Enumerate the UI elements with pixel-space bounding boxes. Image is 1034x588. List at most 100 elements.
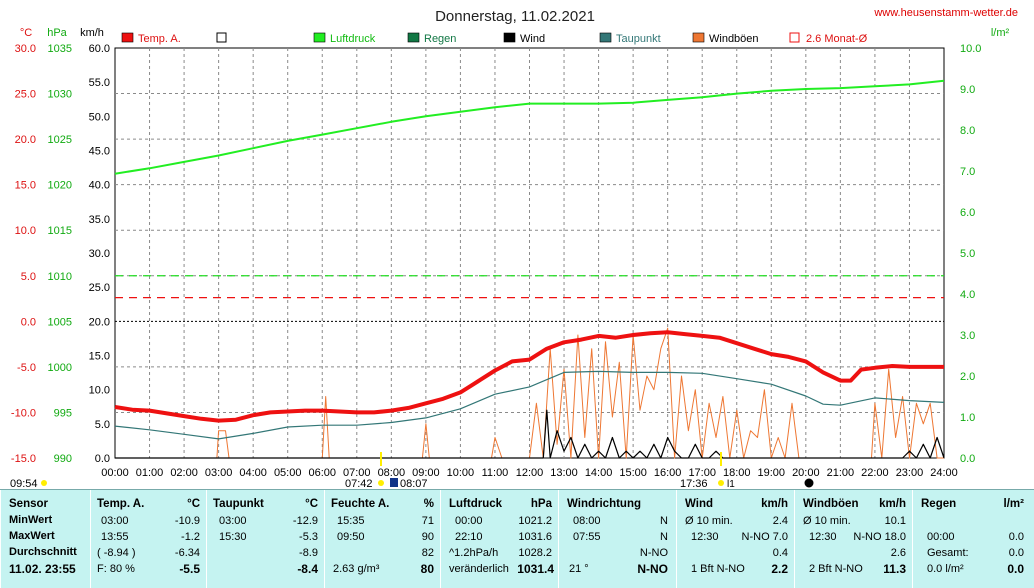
dir-avg-value: N-NO bbox=[639, 547, 668, 559]
min-row-label: MinWert bbox=[9, 514, 53, 526]
speed-tick-label: 45.0 bbox=[89, 146, 110, 158]
axes: 00:00 01:00 02:00 03:00 04:00 05:00 06:00 07:00… bbox=[11, 43, 982, 479]
x-tick-label: 22:00 bbox=[861, 467, 889, 479]
sensor-header: Sensor bbox=[9, 498, 48, 510]
legend-swatch bbox=[407, 32, 420, 43]
left-time-label: 09:54 bbox=[10, 478, 38, 489]
wind-header: Wind bbox=[685, 498, 713, 510]
site-link[interactable]: www.heusenstamm-wetter.de bbox=[873, 7, 1018, 19]
x-tick-label: 06:00 bbox=[308, 467, 336, 479]
temp-tick-label: -5.0 bbox=[17, 362, 36, 374]
speed-tick-label: 10.0 bbox=[89, 385, 110, 397]
speed-tick-label: 55.0 bbox=[89, 77, 110, 89]
rain-tick-label: 9.0 bbox=[960, 84, 975, 96]
stats-rain: Regen l/m² 00:00 0.0 Gesamt: 0.0 0.0 l/m… bbox=[912, 490, 1034, 588]
hum-max-value: 90 bbox=[421, 531, 434, 543]
current-date: 11.02. 23:55 bbox=[9, 562, 76, 576]
x-tick-label: 13:00 bbox=[550, 467, 578, 479]
wind-avg10-value: 2.4 bbox=[772, 515, 788, 527]
wind-avg10-label: Ø 10 min. bbox=[685, 515, 733, 527]
pressure-tick-label: 1015 bbox=[48, 225, 72, 237]
dir-max-time: 07:55 bbox=[573, 531, 601, 543]
x-tick-label: 07:00 bbox=[343, 467, 371, 479]
rain-time: 00:00 bbox=[927, 531, 955, 543]
stats-wind-direction: Windrichtung 08:00 N 07:55 N N-NO 21 ° N… bbox=[558, 490, 676, 588]
x-tick-label: 21:00 bbox=[827, 467, 855, 479]
dew-max-value: -5.3 bbox=[299, 531, 318, 543]
temp-tick-label: 15.0 bbox=[15, 180, 36, 192]
gust-unit: km/h bbox=[879, 498, 906, 510]
legend-swatch bbox=[599, 32, 612, 43]
x-tick-label: 00:00 bbox=[101, 467, 129, 479]
dew-cur-value: -8.4 bbox=[297, 562, 318, 576]
event-markers: 09:54 07:42 08:07 17:36 l1 bbox=[10, 452, 814, 489]
x-tick-label: 05:00 bbox=[274, 467, 302, 479]
stats-gust: Windböen km/h Ø 10 min. 10.1 12:30 N-NO … bbox=[794, 490, 912, 588]
speed-tick-label: 30.0 bbox=[89, 248, 110, 260]
stats-sensor: Sensor MinWert MaxWert Durchschnitt 11.0… bbox=[0, 490, 90, 588]
dew-avg-value: -8.9 bbox=[299, 547, 318, 559]
dew-min-value: -12.9 bbox=[292, 515, 318, 527]
series-group bbox=[114, 79, 945, 459]
avg-row-label: Durchschnitt bbox=[9, 546, 77, 558]
wind-cur-value: 2.2 bbox=[771, 562, 788, 576]
gust-cur-value: 11.3 bbox=[883, 562, 906, 576]
speed-tick-label: 5.0 bbox=[95, 419, 110, 431]
temp-tick-label: -15.0 bbox=[11, 453, 36, 465]
gust-max-time: 12:30 bbox=[809, 531, 837, 543]
speed-unit-label: km/h bbox=[80, 27, 104, 39]
pressure-tick-label: 1005 bbox=[48, 316, 72, 328]
speed-tick-label: 15.0 bbox=[89, 351, 110, 363]
press-max-time: 22:10 bbox=[455, 531, 483, 543]
chart-title: Donnerstag, 11.02.2021 bbox=[435, 8, 595, 25]
stats-dew: Taupunkt °C 03:00 -12.9 15:30 -5.3 -8.9 … bbox=[206, 490, 324, 588]
stats-panel: Sensor MinWert MaxWert Durchschnitt 11.0… bbox=[0, 489, 1034, 588]
x-tick-label: 19:00 bbox=[758, 467, 786, 479]
x-tick-label: 04:00 bbox=[239, 467, 267, 479]
pressure-tick-label: 1025 bbox=[48, 134, 72, 146]
sun-icon bbox=[41, 480, 47, 486]
press-cur-value: 1031.4 bbox=[517, 562, 554, 576]
x-tick-label: 23:00 bbox=[896, 467, 924, 479]
max-row-label: MaxWert bbox=[9, 530, 55, 542]
dew-header: Taupunkt bbox=[213, 498, 264, 510]
temp-tick-label: -10.0 bbox=[11, 407, 36, 419]
pressure-tick-label: 995 bbox=[54, 407, 72, 419]
legend-label: Taupunkt bbox=[616, 33, 661, 45]
temp-max-value: -1.2 bbox=[181, 531, 200, 543]
temp-tick-label: 25.0 bbox=[15, 89, 36, 101]
legend-swatch bbox=[313, 32, 326, 43]
stats-wind: Wind km/h Ø 10 min. 2.4 12:30 N-NO 7.0 0… bbox=[676, 490, 794, 588]
x-tick-label: 09:00 bbox=[412, 467, 440, 479]
temp-min-time: 03:00 bbox=[101, 515, 129, 527]
x-tick-label: 17:00 bbox=[688, 467, 716, 479]
hum-max-time: 09:50 bbox=[337, 531, 365, 543]
rain-tick-label: 0.0 bbox=[960, 453, 975, 465]
rain-cur-note: 0.0 l/m² bbox=[927, 563, 964, 575]
x-tick-label: 01:00 bbox=[136, 467, 164, 479]
dew-max-time: 15:30 bbox=[219, 531, 247, 543]
press-unit: hPa bbox=[530, 498, 552, 510]
rain-max-value: 0.0 bbox=[1008, 531, 1024, 543]
pressure-unit-label: hPa bbox=[47, 27, 67, 39]
rain-tick-label: 4.0 bbox=[960, 289, 975, 301]
temp-tick-label: 30.0 bbox=[15, 43, 36, 55]
x-tick-label: 12:00 bbox=[516, 467, 544, 479]
rain-tick-label: 2.0 bbox=[960, 371, 975, 383]
rain-tick-label: 1.0 bbox=[960, 412, 975, 424]
dir-min-value: N bbox=[660, 515, 668, 527]
x-tick-label: 24:00 bbox=[930, 467, 958, 479]
dir-min-time: 08:00 bbox=[573, 515, 601, 527]
dir-max-value: N bbox=[660, 531, 668, 543]
series-line-taupunkt bbox=[114, 370, 945, 440]
gust-avg10-value: 10.1 bbox=[884, 515, 906, 527]
rain-unit: l/m² bbox=[1003, 498, 1024, 510]
temp-avg-note: ( -8.94 ) bbox=[97, 547, 136, 559]
temp-avg-value: -6.34 bbox=[174, 547, 200, 559]
moon-icon bbox=[390, 478, 398, 487]
wind-unit: km/h bbox=[761, 498, 788, 510]
temp-tick-label: 10.0 bbox=[15, 225, 36, 237]
pressure-tick-label: 1035 bbox=[48, 43, 72, 55]
pressure-tick-label: 1000 bbox=[48, 362, 72, 374]
gust-avg-value: 2.6 bbox=[890, 547, 906, 559]
